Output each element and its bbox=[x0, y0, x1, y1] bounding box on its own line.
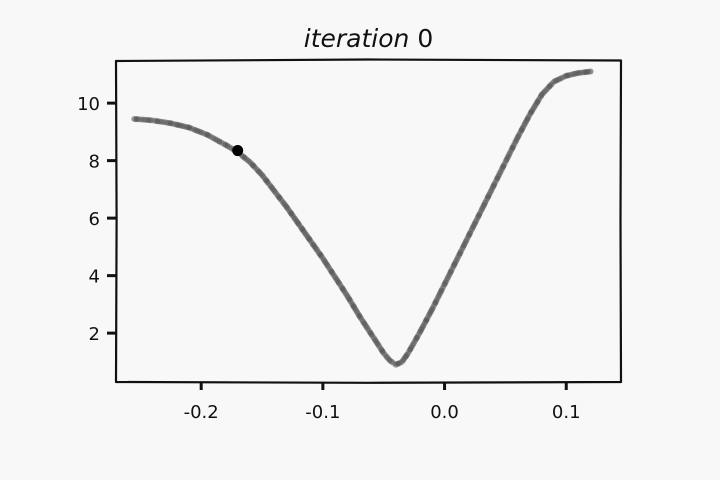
x-tick-label: 0.1 bbox=[552, 402, 581, 423]
chart-title-italic: iteration bbox=[304, 24, 410, 53]
curve-point bbox=[476, 212, 483, 219]
x-tick-label: 0.0 bbox=[430, 402, 459, 423]
curve-point bbox=[198, 129, 205, 136]
curve-point bbox=[379, 348, 386, 355]
curve-point bbox=[438, 287, 445, 294]
x-axis: -0.2 -0.1 0.0 0.1 bbox=[184, 382, 581, 423]
plot-frame bbox=[114, 58, 623, 384]
plot-border bbox=[114, 58, 623, 384]
curve-point bbox=[491, 181, 498, 188]
curve-point bbox=[276, 194, 283, 201]
x-tick-label: -0.1 bbox=[305, 402, 340, 423]
curve-point bbox=[295, 220, 302, 227]
y-axis: 2 4 6 8 10 bbox=[77, 94, 116, 345]
curve-point bbox=[500, 163, 507, 170]
y-tick-label: 4 bbox=[89, 267, 100, 288]
curve-point bbox=[135, 116, 142, 123]
chart-title: iteration 0 bbox=[304, 24, 433, 53]
y-tick-label: 6 bbox=[89, 209, 100, 230]
curve-point bbox=[335, 279, 342, 286]
curve-point bbox=[147, 117, 154, 124]
curve-point bbox=[324, 262, 331, 269]
y-tick-label: 2 bbox=[89, 324, 100, 345]
chart-title-number: 0 bbox=[417, 24, 433, 53]
x-tick-label: -0.2 bbox=[184, 402, 219, 423]
curve-point bbox=[524, 115, 531, 122]
curve-point bbox=[587, 68, 594, 75]
y-tick-label: 10 bbox=[77, 94, 100, 115]
curve-point bbox=[413, 334, 420, 341]
y-tick-label: 8 bbox=[89, 152, 100, 173]
curve-point bbox=[429, 305, 436, 312]
curve-point bbox=[160, 119, 167, 126]
curve-point bbox=[149, 117, 156, 124]
curve-point bbox=[403, 351, 410, 358]
curve-point bbox=[167, 120, 174, 127]
curve-point bbox=[515, 132, 522, 139]
marker-layer bbox=[232, 145, 244, 157]
curve-point bbox=[216, 138, 223, 145]
current-point-marker bbox=[232, 145, 244, 157]
curve-series bbox=[131, 68, 594, 368]
curve-point bbox=[306, 236, 313, 243]
